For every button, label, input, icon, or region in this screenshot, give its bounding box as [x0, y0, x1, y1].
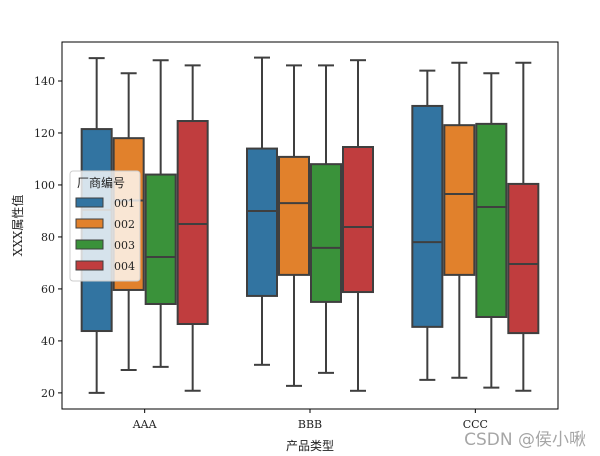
- box-iqr: [411, 104, 444, 328]
- legend-swatch: [75, 260, 104, 271]
- legend-label: 001: [114, 197, 135, 210]
- y-tick-label: 80: [41, 231, 55, 244]
- box-004-BBB: [342, 59, 374, 392]
- x-tick-label: AAA: [132, 418, 158, 431]
- legend: 厂商编号 001 002 003 004: [69, 170, 141, 282]
- box-iqr: [443, 124, 476, 276]
- box-003-BBB: [310, 64, 342, 374]
- legend-title: 厂商编号: [77, 175, 125, 190]
- box-iqr: [144, 173, 177, 305]
- legend-swatch: [75, 218, 104, 229]
- box-002-CCC: [443, 61, 476, 379]
- legend-swatch: [75, 239, 104, 250]
- box-iqr: [246, 147, 278, 297]
- box-003-CCC: [475, 72, 508, 389]
- x-axis-label: 产品类型: [286, 439, 334, 453]
- box-iqr: [342, 146, 374, 294]
- box-001-CCC: [411, 69, 444, 381]
- y-tick-label: 140: [34, 75, 55, 88]
- box-004-CCC: [507, 61, 540, 392]
- legend-label: 002: [114, 218, 135, 231]
- box-iqr: [278, 155, 310, 276]
- y-tick-label: 100: [34, 179, 55, 192]
- y-tick-label: 60: [41, 283, 55, 296]
- box-iqr: [507, 182, 540, 335]
- box-001-BBB: [246, 56, 278, 366]
- y-tick-label: 40: [41, 335, 55, 348]
- y-axis-label: XXX属性值: [10, 195, 25, 257]
- box-003-AAA: [144, 59, 177, 368]
- box-002-BBB: [278, 64, 310, 387]
- x-tick-label: BBB: [298, 418, 322, 431]
- plot-frame: [61, 41, 559, 410]
- box-iqr: [310, 163, 342, 303]
- watermark: CSDN @侯小啾: [464, 430, 586, 450]
- box-004-AAA: [176, 64, 209, 392]
- legend-label: 003: [114, 239, 135, 252]
- legend-label: 004: [114, 260, 135, 273]
- y-tick-label: 20: [41, 387, 55, 400]
- x-tick-label: CCC: [463, 418, 488, 431]
- box-iqr: [176, 120, 209, 326]
- box-iqr: [475, 122, 508, 318]
- legend-swatch: [75, 197, 104, 208]
- y-tick-label: 120: [34, 127, 55, 140]
